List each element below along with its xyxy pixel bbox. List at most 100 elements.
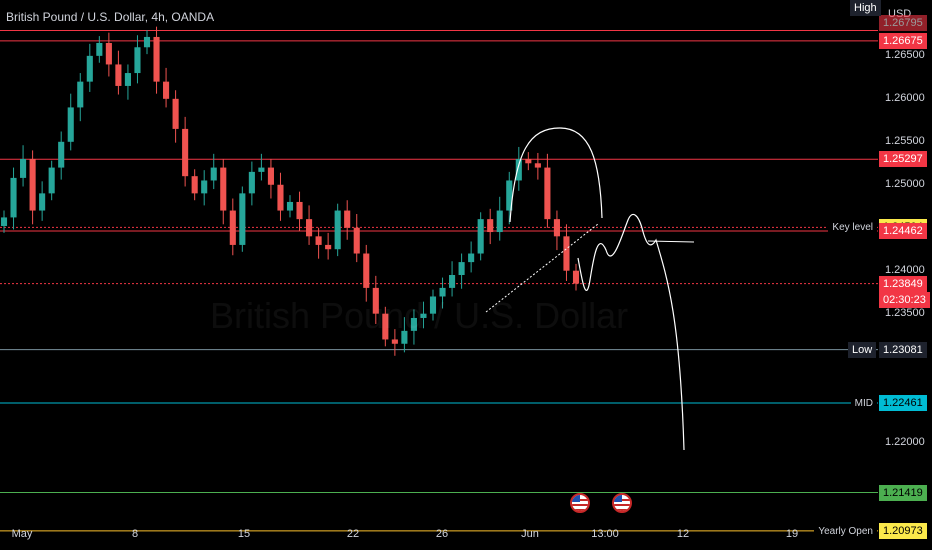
time-tick-label: 26 (435, 528, 449, 540)
candle-body (10, 177, 17, 218)
candle-body (439, 287, 446, 297)
candle-body (277, 184, 284, 211)
candle-body (382, 313, 389, 340)
candle-body (391, 339, 398, 344)
candle-body (410, 317, 417, 331)
price-tick-label: 1.26000 (885, 91, 925, 104)
candle-body (248, 171, 255, 194)
candle-body (401, 330, 408, 344)
candle-body (172, 98, 179, 129)
last-price-price-tag: 1.23849 (879, 275, 927, 292)
candle-body (496, 210, 503, 233)
high-price-tag: 1.26795 (879, 14, 927, 31)
candle-body (534, 163, 541, 168)
candle-body (39, 193, 46, 211)
candle-body (210, 167, 217, 181)
candle-body (229, 210, 236, 245)
time-tick-label: 15 (237, 528, 251, 540)
candle-body (201, 180, 208, 194)
candle-body (525, 158, 532, 164)
candle-body (449, 275, 456, 288)
chart-title: British Pound / U.S. Dollar, 4h, OANDA (6, 10, 215, 24)
candle-body (429, 296, 437, 314)
yearly-open-price-tag: 1.20973 (879, 522, 927, 539)
candle-body (544, 167, 551, 220)
candle-body (134, 47, 141, 74)
candle-body (477, 219, 484, 254)
symbol-watermark: British Pound / U.S. Dollar (210, 295, 629, 336)
time-tick-label: 13:00 (591, 528, 619, 540)
candle-body (20, 158, 27, 178)
level-3-price-tag: 1.24462 (879, 223, 927, 239)
mid-label: MID (850, 394, 877, 412)
time-tick-label: 19 (785, 528, 799, 540)
candle-body (29, 158, 36, 211)
candle-body (563, 236, 570, 271)
candle-body (96, 42, 103, 56)
candle-body (553, 219, 560, 237)
candle-body (153, 36, 160, 82)
candle-body (48, 167, 55, 194)
candle-body (353, 227, 360, 254)
us-flag-icon[interactable] (612, 493, 632, 513)
candle-body (468, 253, 475, 263)
drawn-projection (577, 213, 685, 451)
price-tick-label: 1.24000 (885, 263, 925, 276)
low-label: Low (848, 341, 877, 358)
candle-body (67, 107, 74, 142)
low-price-tag: 1.23081 (879, 341, 927, 358)
high-label: High (850, 0, 881, 16)
candle-body (572, 270, 580, 284)
level-2-price-tag: 1.25297 (879, 151, 927, 168)
candle-body (363, 253, 370, 288)
candle-body (0, 217, 8, 227)
candle-body (487, 219, 494, 233)
price-tick-label: 1.25500 (885, 134, 925, 147)
candle-body (286, 201, 294, 211)
level-4-price-tag: 1.21419 (879, 484, 927, 501)
candle-body (86, 55, 93, 82)
candle-body (458, 262, 465, 275)
key-level-label: Key level (828, 219, 877, 237)
candle-body (239, 193, 246, 245)
time-tick-label: Jun (521, 528, 539, 540)
candle-body (77, 81, 84, 108)
candle-body (515, 158, 522, 181)
yearly-open-label: Yearly Open (814, 522, 877, 540)
candle-body (163, 81, 170, 99)
drawn-level (647, 240, 695, 243)
candle-body (315, 236, 322, 245)
bar-countdown: 02:30:23 (879, 291, 930, 308)
us-flag-icon[interactable] (570, 493, 590, 513)
mid-price-tag: 1.22461 (879, 394, 927, 411)
price-tick-label: 1.25000 (885, 177, 925, 190)
candle-body (191, 176, 198, 194)
candle-body (220, 167, 227, 211)
drawn-arc (509, 127, 603, 223)
candle-body (306, 219, 313, 237)
candle-body (58, 141, 65, 168)
price-tick-label: 1.22000 (885, 435, 925, 448)
time-tick-label: 8 (131, 528, 139, 540)
time-tick-label: 22 (346, 528, 360, 540)
candle-body (267, 167, 274, 185)
candle-body (258, 167, 265, 172)
level-1-price-tag: 1.26675 (879, 32, 927, 49)
candle-body (420, 313, 427, 318)
time-tick-label: May (11, 528, 33, 540)
price-tick-label: 1.26500 (885, 48, 925, 61)
candle-body (124, 73, 131, 86)
candle-body (182, 128, 189, 177)
candle-body (325, 244, 332, 250)
candle-body (105, 42, 112, 65)
candle-body (334, 210, 341, 250)
candle-body (372, 287, 379, 314)
candle-body (296, 201, 303, 220)
candle-body (115, 64, 122, 86)
candle-body (506, 180, 513, 211)
candle-body (143, 36, 151, 48)
price-tick-label: 1.23500 (885, 306, 925, 319)
time-tick-label: 12 (676, 528, 690, 540)
candle-body (344, 210, 351, 228)
